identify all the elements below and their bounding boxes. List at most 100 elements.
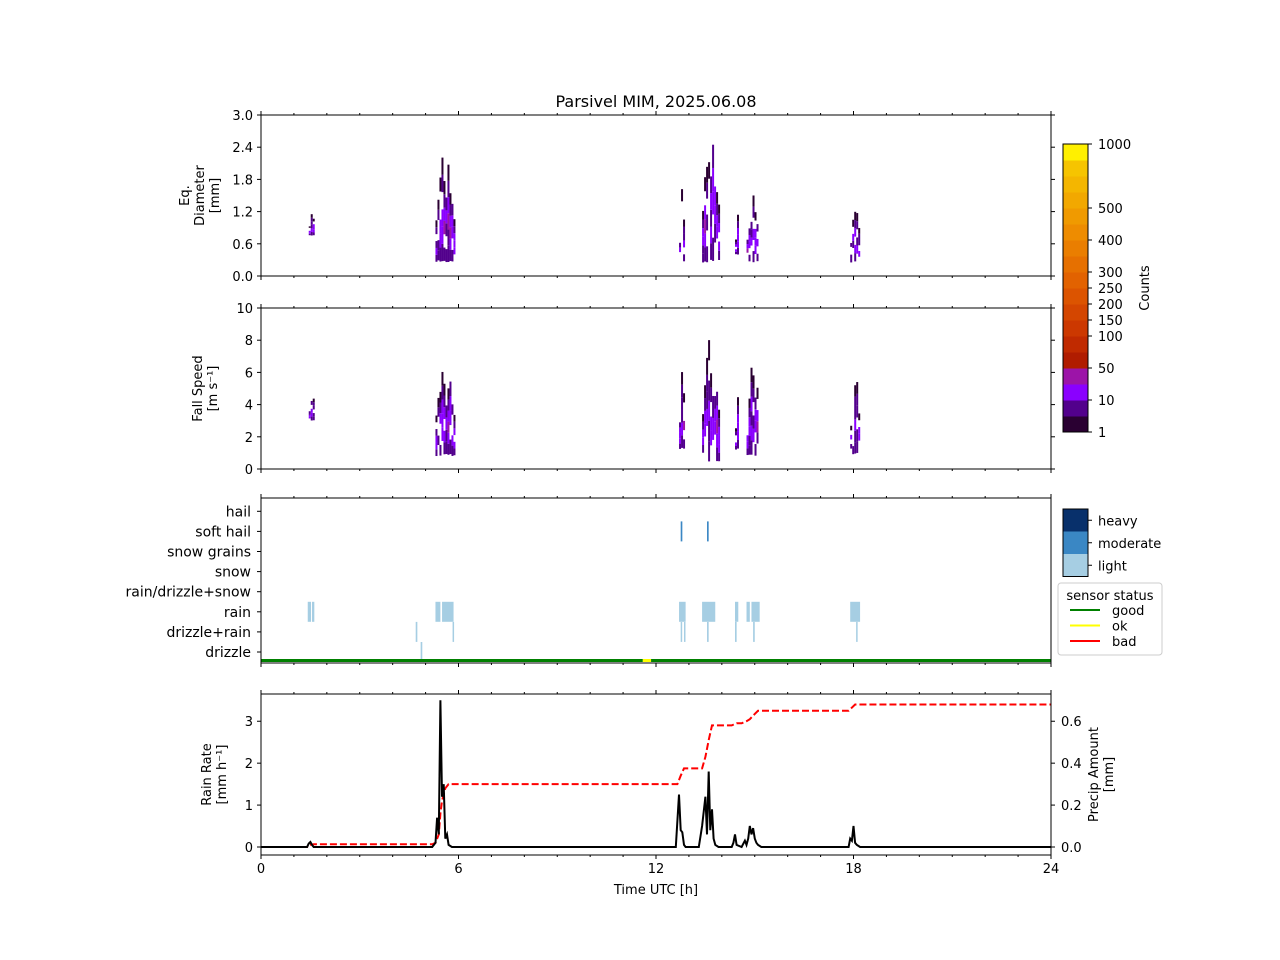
heat-cell (310, 214, 313, 218)
heat-cell (854, 253, 857, 262)
heat-cell (441, 174, 444, 193)
y-tick-label: 6 (245, 366, 253, 381)
heat-cell (718, 241, 721, 251)
heat-cell (310, 231, 313, 236)
heat-cell (712, 191, 715, 215)
heat-cell (708, 340, 711, 361)
heat-cell (718, 452, 721, 462)
heat-cell (445, 441, 448, 455)
heat-cell (850, 434, 853, 440)
heat-cell (856, 429, 859, 442)
heat-cell (716, 391, 719, 406)
heat-cell (702, 437, 705, 446)
heat-cell (310, 400, 313, 405)
heat-cell (756, 387, 759, 399)
heat-cell (447, 197, 450, 214)
heat-cell (447, 388, 450, 400)
heat-cell (712, 167, 715, 192)
colorbar-tick-label: 50 (1098, 362, 1115, 377)
heat-cell (850, 258, 853, 263)
heat-cell (435, 241, 438, 248)
heat-cell (737, 397, 739, 406)
heat-cell (710, 226, 713, 244)
heat-cell (702, 210, 705, 220)
intensity-label: light (1098, 559, 1127, 574)
precip-type-segment (735, 621, 737, 642)
colorbar-bin (1063, 160, 1088, 177)
heat-cell (854, 244, 857, 254)
heat-cell (754, 409, 757, 421)
heat-cell (712, 395, 715, 418)
heat-cell (449, 381, 452, 397)
heat-cell (756, 253, 759, 262)
heat-cell (451, 215, 454, 227)
heat-cell (443, 247, 446, 261)
precip-category-label: rain/drizzle+snow (126, 585, 251, 601)
precip-type-segment (680, 621, 683, 642)
heat-cell (681, 435, 684, 448)
precip-type-segment (707, 521, 709, 542)
heat-cell (850, 425, 853, 431)
heat-cell (706, 182, 709, 199)
heat-cell (854, 430, 857, 443)
colorbar-tick-label: 150 (1098, 314, 1123, 329)
heat-cell (735, 249, 737, 252)
heat-cell (449, 227, 452, 239)
heat-cell (714, 223, 717, 243)
y2-tick-label: 0.2 (1061, 799, 1082, 814)
heat-cell (716, 419, 719, 434)
heat-cell (453, 247, 456, 255)
y-tick-label: 2 (245, 757, 253, 772)
colorbar-tick-label: 1 (1098, 426, 1106, 441)
heat-cell (453, 233, 456, 241)
heat-cell (681, 189, 684, 202)
heat-cell (308, 411, 311, 414)
heat-cell (681, 397, 684, 410)
heat-cell (854, 408, 857, 420)
rain-rate-line (261, 700, 1051, 849)
colorbar-tick-label: 10 (1098, 394, 1115, 409)
y-axis-label: [m s⁻¹] (206, 366, 221, 412)
heat-cell (710, 176, 713, 194)
heat-cell (756, 238, 759, 247)
heat-cell (681, 384, 684, 398)
heat-cell (679, 432, 682, 439)
heat-cell (706, 374, 709, 392)
heat-cell (754, 444, 757, 456)
heat-cell (752, 415, 755, 429)
heat-cell (856, 441, 859, 453)
heat-cell (445, 223, 448, 237)
precip-type-segment (435, 601, 441, 622)
heat-cell (453, 448, 456, 456)
fallspeed-panel: 0 2 4 6 8 10 Fall Speed [m s⁻¹] (191, 302, 1055, 478)
heat-cell (437, 435, 440, 445)
heat-cell (308, 233, 311, 236)
x-tick-label: 6 (454, 862, 462, 877)
heat-cell (683, 233, 686, 241)
heat-cell (737, 422, 739, 432)
heat-cell (735, 239, 737, 242)
precip-type-segment (746, 601, 750, 622)
sensor-status-bar (642, 659, 652, 662)
x-tick-label: 0 (257, 862, 265, 877)
heat-cell (447, 245, 450, 263)
heat-cell (718, 213, 721, 224)
heat-cell (748, 436, 751, 446)
y-tick-label: 1 (245, 799, 253, 814)
precip-type-segment (420, 642, 423, 662)
heat-cell (706, 246, 709, 263)
precip-type-segment (751, 601, 760, 622)
y-tick-label: 3 (245, 715, 253, 730)
heat-cell (704, 385, 707, 399)
heat-cell (704, 410, 707, 424)
heat-cell (310, 228, 313, 232)
precip-category-label: drizzle+rain (166, 625, 251, 641)
colorbar-bin (1063, 176, 1088, 193)
heat-cell (710, 243, 713, 260)
heat-cell (752, 375, 755, 389)
heat-cell (439, 444, 442, 456)
heat-cell (453, 226, 456, 234)
heat-cell (441, 385, 444, 400)
heat-cell (858, 239, 861, 246)
heat-cell (750, 382, 753, 397)
